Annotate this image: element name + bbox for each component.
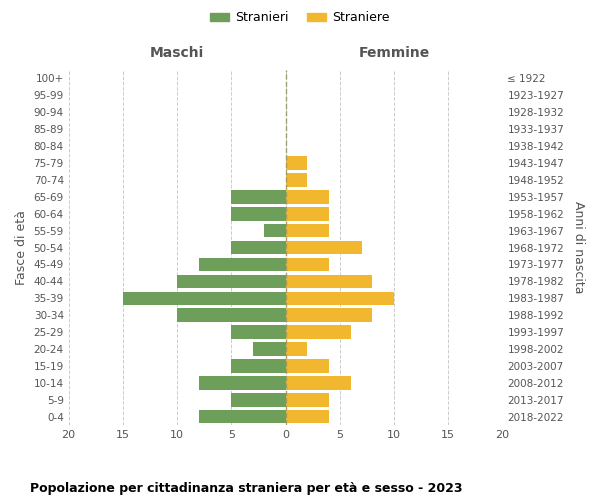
Bar — [286, 207, 329, 220]
Bar — [286, 156, 307, 170]
Bar — [286, 342, 307, 356]
Bar — [286, 326, 350, 339]
Bar — [286, 258, 329, 271]
Bar — [286, 410, 329, 424]
Bar — [199, 410, 286, 424]
Bar — [286, 274, 373, 288]
Bar — [232, 207, 286, 220]
Y-axis label: Anni di nascita: Anni di nascita — [572, 202, 585, 294]
Bar — [177, 308, 286, 322]
Bar — [177, 274, 286, 288]
Text: Femmine: Femmine — [358, 46, 430, 60]
Bar — [286, 393, 329, 406]
Bar — [199, 376, 286, 390]
Bar — [232, 359, 286, 372]
Bar — [286, 241, 362, 254]
Bar — [286, 308, 373, 322]
Bar — [264, 224, 286, 237]
Bar — [286, 376, 350, 390]
Text: Popolazione per cittadinanza straniera per età e sesso - 2023: Popolazione per cittadinanza straniera p… — [30, 482, 463, 495]
Bar — [286, 173, 307, 186]
Bar — [286, 224, 329, 237]
Bar — [232, 393, 286, 406]
Bar — [286, 190, 329, 203]
Bar — [232, 190, 286, 203]
Bar — [253, 342, 286, 356]
Bar — [123, 292, 286, 305]
Bar — [286, 292, 394, 305]
Y-axis label: Fasce di età: Fasce di età — [15, 210, 28, 285]
Bar — [286, 359, 329, 372]
Bar — [199, 258, 286, 271]
Legend: Stranieri, Straniere: Stranieri, Straniere — [205, 6, 395, 29]
Text: Maschi: Maschi — [150, 46, 204, 60]
Bar — [232, 241, 286, 254]
Bar — [232, 326, 286, 339]
